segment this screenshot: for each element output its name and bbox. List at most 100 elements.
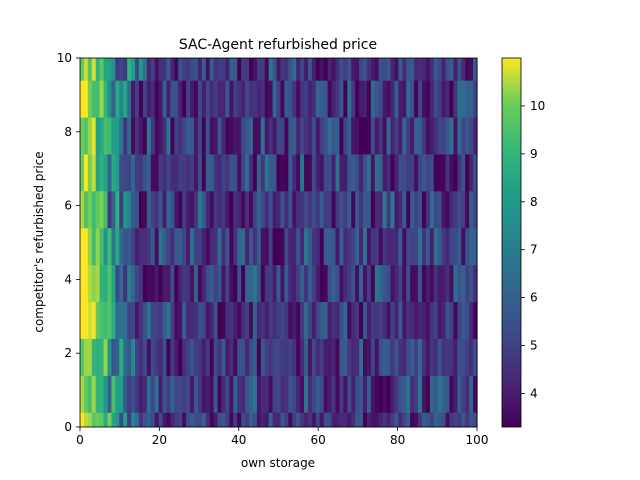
heatmap-cell [197, 190, 203, 229]
heatmap-cell [378, 117, 384, 155]
heatmap-cell [111, 227, 116, 266]
heatmap-cell [150, 301, 156, 339]
heatmap-cell [272, 117, 278, 155]
heatmap-cell [453, 153, 458, 192]
heatmap-cell [260, 153, 266, 192]
heatmap-cell [249, 301, 254, 339]
heatmap-cell [229, 375, 234, 413]
heatmap-cell [99, 117, 105, 155]
heatmap-cell [178, 190, 183, 229]
heatmap-cell [170, 264, 175, 303]
heatmap-cell [323, 338, 329, 376]
heatmap-cell [343, 153, 348, 192]
heatmap-cell [154, 190, 160, 229]
heatmap-cell [150, 58, 156, 81]
heatmap-cell [453, 375, 458, 413]
heatmap-cell [304, 153, 309, 192]
heatmap-cell [197, 338, 203, 376]
heatmap-cell [256, 58, 262, 81]
heatmap-cell [252, 412, 258, 428]
heatmap-cell [378, 412, 384, 428]
heatmap-cell [205, 153, 211, 192]
heatmap-cell [131, 338, 136, 376]
heatmap-cell [410, 301, 415, 339]
colorbar-tick-label: 5 [530, 339, 538, 353]
heatmap-cell [233, 338, 238, 376]
heatmap-cell [307, 301, 313, 339]
heatmap-cell [123, 58, 128, 81]
heatmap-cell [319, 80, 325, 118]
heatmap-cell [414, 412, 419, 428]
heatmap-cell [146, 301, 152, 339]
heatmap-cell [319, 338, 325, 376]
heatmap-cell [99, 301, 105, 339]
heatmap-cell [237, 190, 242, 229]
heatmap-cell [421, 58, 427, 81]
heatmap-cell [150, 153, 156, 192]
heatmap-cell [429, 412, 435, 428]
heatmap-cell [213, 375, 219, 413]
heatmap-cell [359, 190, 364, 229]
heatmap-cell [256, 375, 262, 413]
heatmap-cell [331, 153, 337, 192]
heatmap-cell [272, 58, 278, 81]
heatmap-cell [418, 412, 423, 428]
heatmap-cell [174, 301, 179, 339]
heatmap-cell [225, 412, 230, 428]
heatmap-cell [394, 264, 399, 303]
colorbar-tick-label: 10 [530, 99, 545, 113]
heatmap-cell [256, 227, 262, 266]
heatmap-cell [457, 190, 462, 229]
heatmap-cell [225, 338, 230, 376]
heatmap-cell [107, 227, 113, 266]
heatmap-cell [386, 227, 392, 266]
heatmap-cell [264, 153, 270, 192]
heatmap-cell [292, 190, 297, 229]
heatmap-cell [339, 412, 344, 428]
heatmap-cell [355, 190, 360, 229]
heatmap-cell [339, 301, 344, 339]
heatmap-cell [418, 301, 423, 339]
heatmap-cell [166, 301, 172, 339]
heatmap-cell [315, 227, 321, 266]
heatmap-cell [111, 264, 116, 303]
heatmap-cell [190, 153, 195, 192]
heatmap-cell [146, 264, 152, 303]
heatmap-cell [87, 227, 93, 266]
heatmap-cell [461, 80, 466, 118]
heatmap-cell [307, 190, 313, 229]
heatmap-cell [260, 375, 266, 413]
plot-frame [79, 57, 478, 428]
heatmap-cell [315, 80, 321, 118]
heatmap-cell [300, 375, 305, 413]
heatmap-cell [307, 227, 313, 266]
heatmap-cell [237, 58, 242, 81]
heatmap-cell [433, 264, 439, 303]
heatmap-cell [127, 80, 132, 118]
heatmap-cell [335, 153, 341, 192]
heatmap-cell [280, 227, 285, 266]
heatmap-cell [311, 58, 317, 81]
heatmap-cell [103, 153, 109, 192]
heatmap-cell [249, 375, 254, 413]
heatmap-cell [225, 227, 230, 266]
heatmap-cell [292, 338, 297, 376]
heatmap-cell [123, 80, 128, 118]
heatmap-cell [469, 301, 474, 339]
heatmap-cell [355, 264, 360, 303]
heatmap-cell [87, 80, 93, 118]
heatmap-cell [197, 80, 203, 118]
heatmap-cell [186, 338, 191, 376]
heatmap-cell [453, 80, 458, 118]
heatmap-cell [119, 375, 124, 413]
heatmap-cell [355, 412, 360, 428]
heatmap-cell [374, 58, 380, 81]
heatmap-cell [158, 264, 164, 303]
heatmap-cell [473, 190, 478, 229]
heatmap-cell [359, 301, 364, 339]
heatmap-cell [410, 338, 415, 376]
heatmap-cell [170, 153, 175, 192]
heatmap-cell [382, 338, 388, 376]
heatmap-cell [366, 153, 372, 192]
heatmap-cell [382, 412, 388, 428]
